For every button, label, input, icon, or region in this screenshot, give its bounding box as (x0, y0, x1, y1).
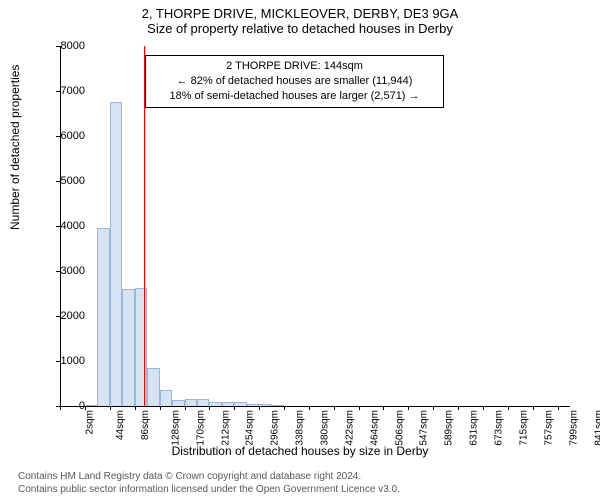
histogram-bar (110, 102, 122, 406)
y-axis-label: Number of detached properties (8, 65, 22, 230)
histogram-bar (259, 404, 271, 406)
x-tick-mark (60, 406, 61, 410)
histogram-bar (185, 399, 197, 406)
histogram-bar (234, 402, 246, 407)
y-tick-label: 2000 (45, 310, 85, 322)
x-tick-mark (284, 406, 285, 410)
footer-line-2: Contains public sector information licen… (18, 484, 400, 497)
title-line-2: Size of property relative to detached ho… (0, 21, 600, 38)
x-tick-mark (508, 406, 509, 410)
y-tick-label: 5000 (45, 175, 85, 187)
histogram-bar (209, 402, 221, 407)
y-tick-mark (56, 316, 60, 317)
x-tick-mark (458, 406, 459, 410)
x-tick-label: 296sqm (270, 410, 281, 446)
y-tick-mark (56, 226, 60, 227)
histogram-bar (122, 289, 134, 406)
x-tick-mark (185, 406, 186, 410)
x-tick-label: 631sqm (469, 410, 480, 446)
x-tick-label: 170sqm (195, 410, 206, 446)
x-tick-label: 673sqm (493, 410, 504, 446)
x-tick-mark (359, 406, 360, 410)
y-tick-label: 8000 (45, 40, 85, 52)
x-tick-label: 44sqm (115, 410, 126, 440)
x-tick-label: 212sqm (220, 410, 231, 446)
y-tick-mark (56, 271, 60, 272)
x-tick-mark (85, 406, 86, 410)
x-tick-label: 380sqm (320, 410, 331, 446)
y-tick-label: 6000 (45, 130, 85, 142)
y-tick-label: 1000 (45, 355, 85, 367)
y-tick-mark (56, 91, 60, 92)
info-line-1: 2 THORPE DRIVE: 144sqm (152, 59, 437, 74)
histogram-bar (222, 402, 234, 406)
chart-container: 2, THORPE DRIVE, MICKLEOVER, DERBY, DE3 … (0, 0, 600, 500)
histogram-bar (97, 228, 109, 406)
x-axis-line (60, 406, 570, 407)
histogram-bar (172, 400, 184, 406)
histogram-bar (85, 405, 97, 406)
y-tick-mark (56, 46, 60, 47)
info-line-2: ← 82% of detached houses are smaller (11… (152, 74, 437, 89)
info-box: 2 THORPE DRIVE: 144sqm ← 82% of detached… (145, 55, 444, 108)
x-tick-mark (408, 406, 409, 410)
x-tick-mark (160, 406, 161, 410)
x-tick-label: 422sqm (345, 410, 356, 446)
x-tick-label: 464sqm (370, 410, 381, 446)
x-tick-mark (558, 406, 559, 410)
footer-attribution: Contains HM Land Registry data © Crown c… (18, 471, 400, 496)
x-tick-label: 841sqm (593, 410, 600, 446)
y-tick-mark (56, 136, 60, 137)
y-tick-label: 4000 (45, 220, 85, 232)
histogram-bar (197, 399, 209, 406)
x-tick-mark (234, 406, 235, 410)
histogram-bar (135, 288, 147, 406)
y-tick-label: 7000 (45, 85, 85, 97)
x-tick-label: 757sqm (543, 410, 554, 446)
x-tick-mark (309, 406, 310, 410)
histogram-bar (147, 368, 159, 406)
x-tick-label: 128sqm (170, 410, 181, 446)
y-tick-mark (56, 181, 60, 182)
histogram-bar (247, 404, 259, 406)
x-tick-mark (483, 406, 484, 410)
x-tick-label: 2sqm (84, 410, 95, 434)
x-tick-label: 254sqm (245, 410, 256, 446)
x-tick-mark (259, 406, 260, 410)
x-tick-label: 506sqm (394, 410, 405, 446)
x-tick-mark (135, 406, 136, 410)
x-tick-label: 799sqm (568, 410, 579, 446)
x-tick-label: 86sqm (140, 410, 151, 440)
x-axis-label: Distribution of detached houses by size … (0, 444, 600, 458)
x-tick-mark (209, 406, 210, 410)
x-tick-mark (383, 406, 384, 410)
histogram-bar (160, 390, 172, 406)
x-tick-label: 589sqm (444, 410, 455, 446)
x-tick-mark (110, 406, 111, 410)
info-line-3: 18% of semi-detached houses are larger (… (152, 89, 437, 104)
y-tick-mark (56, 361, 60, 362)
y-tick-label: 0 (45, 400, 85, 412)
x-tick-label: 715sqm (518, 410, 529, 446)
x-tick-label: 547sqm (419, 410, 430, 446)
histogram-bar (272, 405, 284, 406)
x-tick-mark (334, 406, 335, 410)
title-line-1: 2, THORPE DRIVE, MICKLEOVER, DERBY, DE3 … (0, 0, 600, 21)
x-tick-label: 338sqm (295, 410, 306, 446)
y-tick-label: 3000 (45, 265, 85, 277)
footer-line-1: Contains HM Land Registry data © Crown c… (18, 471, 400, 484)
x-tick-mark (533, 406, 534, 410)
x-tick-mark (433, 406, 434, 410)
